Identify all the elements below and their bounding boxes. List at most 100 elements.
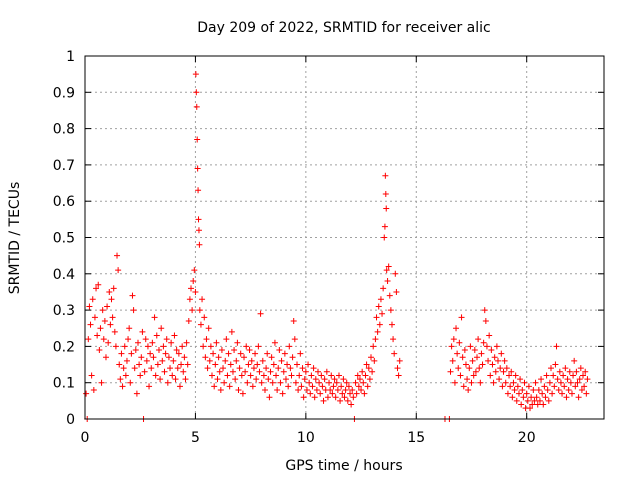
data-point [195, 216, 202, 223]
data-point [229, 368, 236, 375]
data-point [381, 223, 388, 230]
data-point [135, 339, 142, 346]
y-tick-label: 0.5 [53, 231, 75, 247]
data-point [275, 365, 282, 372]
data-point [311, 394, 318, 401]
data-point [557, 379, 564, 386]
data-point [475, 336, 482, 343]
data-point [93, 285, 100, 292]
data-point [353, 390, 360, 397]
x-tick-label: 5 [191, 430, 200, 446]
data-point [141, 368, 148, 375]
data-point [146, 383, 153, 390]
data-point [291, 336, 298, 343]
data-point [235, 386, 242, 393]
data-point [200, 343, 207, 350]
data-point [85, 336, 92, 343]
data-point [568, 390, 575, 397]
data-point [127, 379, 134, 386]
data-point [114, 252, 121, 259]
data-point [110, 285, 117, 292]
data-point [195, 187, 202, 194]
data-point [96, 347, 103, 354]
data-point [560, 372, 567, 379]
data-point [107, 321, 114, 328]
data-point [215, 354, 222, 361]
data-point [474, 354, 481, 361]
data-point [216, 368, 223, 375]
data-point [344, 397, 351, 404]
data-point [242, 368, 249, 375]
data-point [162, 350, 169, 357]
data-point [536, 397, 543, 404]
data-point [339, 390, 346, 397]
data-point [210, 350, 217, 357]
data-point [183, 339, 190, 346]
data-point [244, 379, 251, 386]
data-point [477, 379, 484, 386]
data-point [211, 383, 218, 390]
data-point [258, 379, 265, 386]
data-point [269, 379, 276, 386]
data-point [551, 383, 558, 390]
data-point [576, 376, 583, 383]
data-point [270, 361, 277, 368]
data-point [97, 325, 104, 332]
data-point [359, 368, 366, 375]
data-point [492, 368, 499, 375]
data-point [527, 405, 534, 412]
data-point [451, 379, 458, 386]
data-point [254, 361, 261, 368]
data-point [248, 357, 255, 364]
y-tick-label: 0 [66, 412, 75, 428]
data-point [303, 386, 310, 393]
data-point [358, 386, 365, 393]
data-point [195, 227, 202, 234]
data-point [280, 368, 287, 375]
data-point [89, 296, 96, 303]
data-point [131, 365, 138, 372]
data-point [370, 343, 377, 350]
data-point [565, 386, 572, 393]
data-point [489, 361, 496, 368]
data-point [478, 350, 485, 357]
data-point [123, 357, 130, 364]
data-point [157, 376, 164, 383]
data-point [567, 379, 574, 386]
data-point [582, 368, 589, 375]
data-point [317, 390, 324, 397]
data-point [494, 357, 501, 364]
data-point [372, 336, 379, 343]
data-point [83, 390, 90, 397]
data-point [352, 379, 359, 386]
data-point [175, 350, 182, 357]
data-point [86, 303, 93, 310]
data-point [538, 376, 545, 383]
data-point [464, 376, 471, 383]
data-point [268, 354, 275, 361]
data-point [491, 354, 498, 361]
data-point [128, 350, 135, 357]
data-point [540, 401, 547, 408]
data-point [366, 376, 373, 383]
y-tick-label: 0.3 [53, 303, 75, 319]
data-point [159, 357, 166, 364]
data-point [572, 383, 579, 390]
data-point [305, 361, 312, 368]
y-tick-label: 1 [66, 49, 75, 65]
grid [85, 56, 604, 419]
data-point [390, 336, 397, 343]
data-point [500, 368, 507, 375]
data-point [331, 376, 338, 383]
data-point [192, 288, 199, 295]
data-point [147, 350, 154, 357]
data-point [111, 328, 118, 335]
data-point [456, 339, 463, 346]
data-point [330, 383, 337, 390]
data-point [534, 401, 541, 408]
data-point [191, 267, 198, 274]
data-point [497, 365, 504, 372]
data-point [307, 390, 314, 397]
data-point [356, 376, 363, 383]
data-point [245, 361, 252, 368]
